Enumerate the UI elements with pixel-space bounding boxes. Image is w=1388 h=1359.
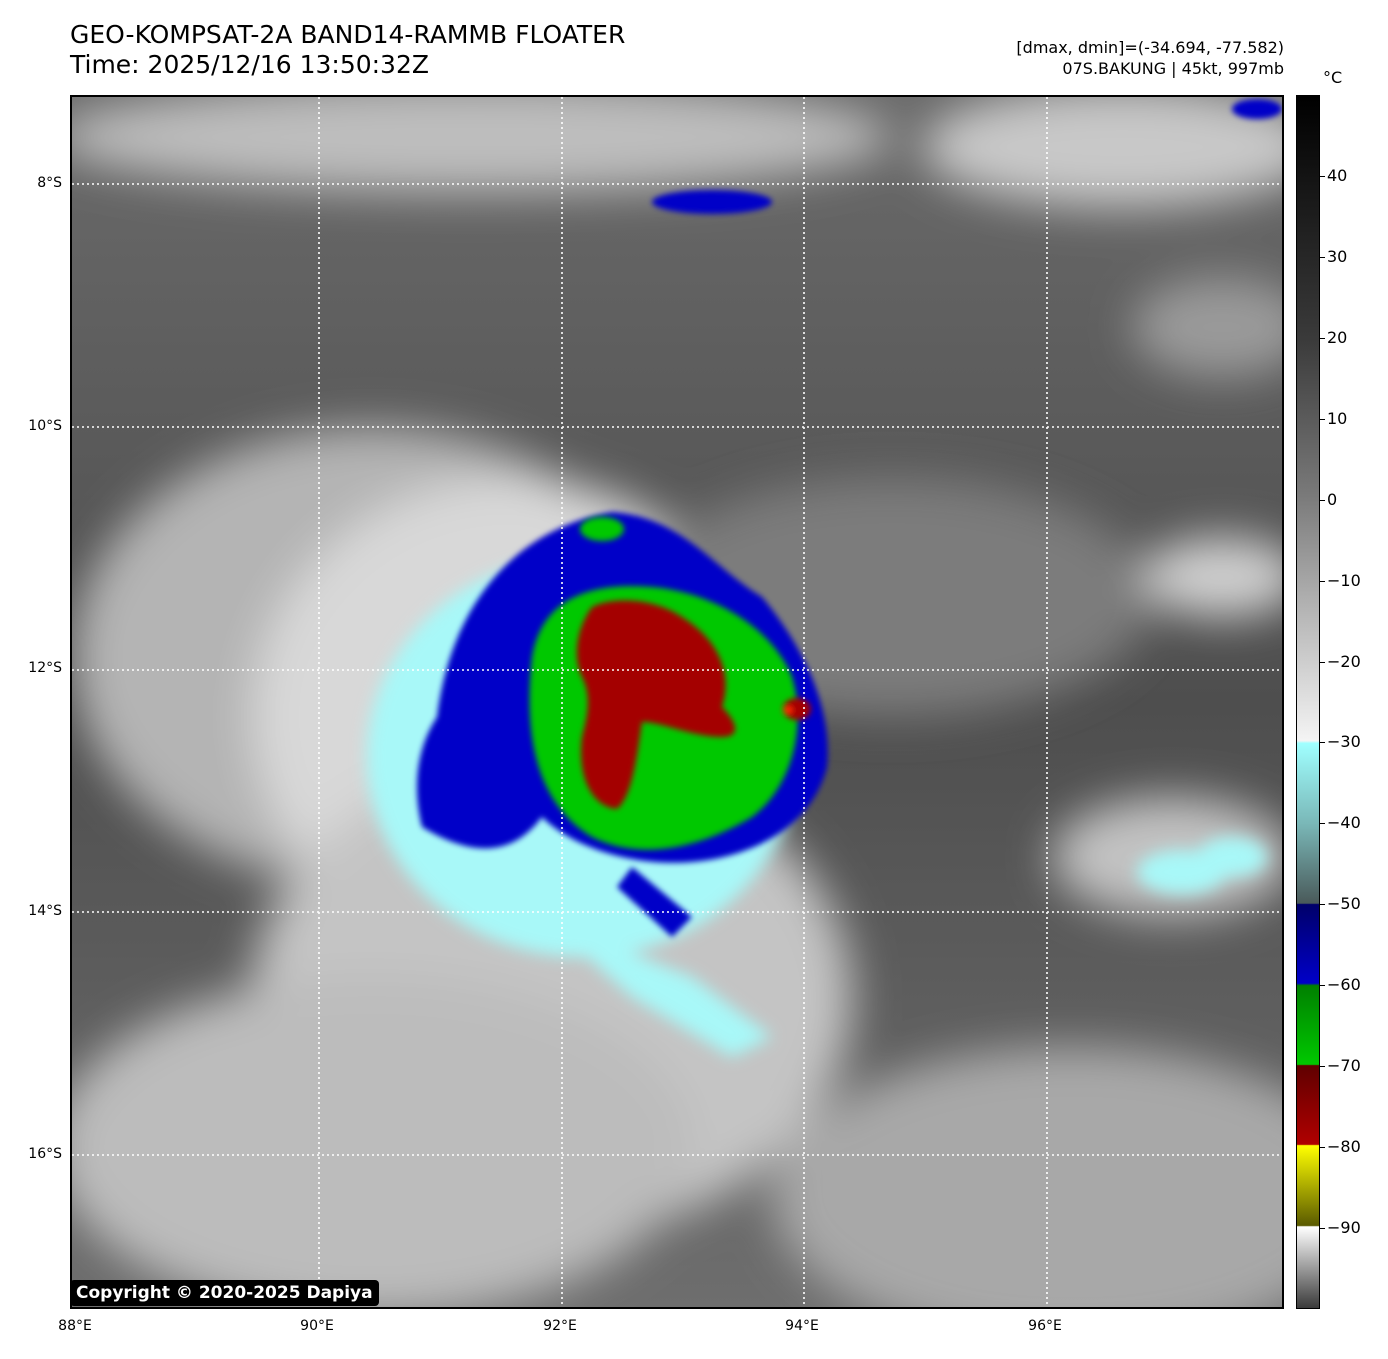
colorbar-tick-mark xyxy=(1320,175,1325,177)
colorbar-tick-label: −30 xyxy=(1327,732,1361,752)
colorbar-tick-mark xyxy=(1320,823,1325,825)
satellite-map xyxy=(70,95,1284,1309)
lon-label-96e: 96°E xyxy=(1028,1318,1062,1334)
colorbar-tick-mark xyxy=(1320,256,1325,258)
colorbar-tick-mark xyxy=(1320,1066,1325,1068)
colorbar-tick-mark xyxy=(1320,337,1325,339)
colorbar-tick-label: −70 xyxy=(1327,1056,1361,1076)
colorbar-tick-mark xyxy=(1320,904,1325,906)
storm-info: 07S.BAKUNG | 45kt, 997mb xyxy=(1062,59,1284,78)
lat-label-10s: 10°S xyxy=(28,418,62,434)
chart-title: GEO-KOMPSAT-2A BAND14-RAMMB FLOATER xyxy=(70,20,626,49)
colorbar-tick-label: 0 xyxy=(1327,489,1338,509)
colorbar-tick-label: 20 xyxy=(1327,327,1348,347)
colorbar-tick-label: 40 xyxy=(1327,165,1348,185)
lon-label-92e: 92°E xyxy=(543,1318,577,1334)
cloud-band-top xyxy=(72,97,1282,377)
lat-label-8s: 8°S xyxy=(37,175,62,191)
colorbar-tick-label: −40 xyxy=(1327,813,1361,833)
colorbar-tick-label: −80 xyxy=(1327,1137,1361,1157)
colorbar-tick-label: −20 xyxy=(1327,651,1361,671)
colorbar-tick-mark xyxy=(1320,1147,1325,1149)
colorbar-tick-mark xyxy=(1320,580,1325,582)
lat-label-12s: 12°S xyxy=(28,660,62,676)
colorbar-tick-mark xyxy=(1320,661,1325,663)
colorbar-tick-label: −60 xyxy=(1327,975,1361,995)
copyright-badge: Copyright © 2020-2025 Dapiya xyxy=(70,1280,379,1306)
satellite-image xyxy=(72,97,1282,1307)
lat-label-14s: 14°S xyxy=(28,903,62,919)
colorbar-tick-mark xyxy=(1320,1228,1325,1230)
colorbar-tick-mark xyxy=(1320,742,1325,744)
colorbar-tick-mark xyxy=(1320,418,1325,420)
chart-time: Time: 2025/12/16 13:50:32Z xyxy=(70,50,429,79)
colorbar-tick-label: 10 xyxy=(1327,408,1348,428)
colorbar xyxy=(1296,95,1320,1309)
colorbar-tick-label: 30 xyxy=(1327,246,1348,266)
colorbar-tick-mark xyxy=(1320,985,1325,987)
colorbar-tick-label: −50 xyxy=(1327,894,1361,914)
colorbar-tick-label: −90 xyxy=(1327,1218,1361,1238)
lon-label-94e: 94°E xyxy=(785,1318,819,1334)
lon-label-90e: 90°E xyxy=(300,1318,334,1334)
colorbar-tick-mark xyxy=(1320,499,1325,501)
lat-label-16s: 16°S xyxy=(28,1146,62,1162)
colorbar-tick-label: −10 xyxy=(1327,570,1361,590)
graticule xyxy=(72,97,1282,1307)
colorbar-unit: °C xyxy=(1323,68,1343,87)
lon-label-88e: 88°E xyxy=(58,1318,92,1334)
dmax-dmin-readout: [dmax, dmin]=(-34.694, -77.582) xyxy=(1016,38,1284,57)
